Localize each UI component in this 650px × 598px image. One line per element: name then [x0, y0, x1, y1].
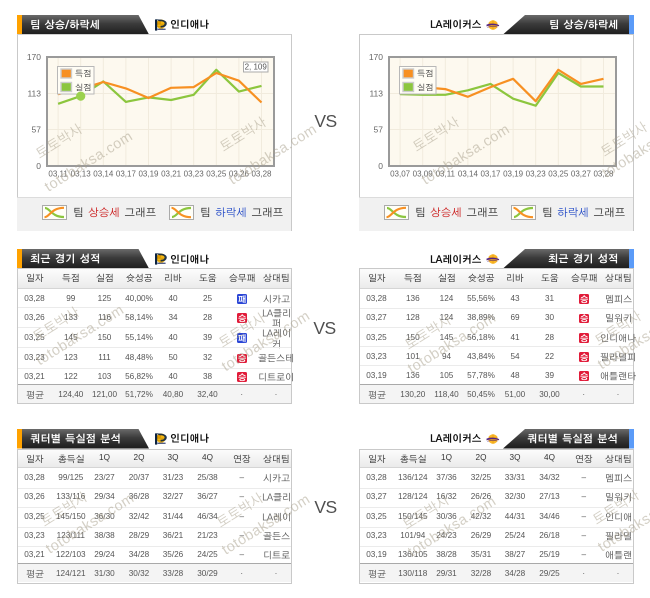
svg-text:03,17: 03,17 [480, 170, 501, 179]
svg-text:03,25: 03,25 [206, 170, 227, 179]
svg-text:03,11: 03,11 [48, 170, 68, 179]
svg-text:03,19: 03,19 [503, 170, 524, 179]
svg-text:03,14: 03,14 [93, 170, 114, 179]
svg-text:03,13: 03,13 [71, 170, 92, 179]
svg-text:03,17: 03,17 [116, 170, 137, 179]
svg-text:2, 109: 2, 109 [245, 63, 268, 72]
svg-text:03,07: 03,07 [390, 170, 411, 179]
svg-text:03,28: 03,28 [251, 170, 272, 179]
svg-text:0: 0 [36, 161, 41, 171]
svg-text:03,14: 03,14 [458, 170, 479, 179]
svg-text:03,21: 03,21 [161, 170, 182, 179]
svg-text:03,25: 03,25 [548, 170, 569, 179]
svg-text:113: 113 [369, 89, 383, 99]
svg-text:03,19: 03,19 [138, 170, 159, 179]
svg-text:170: 170 [369, 52, 383, 62]
svg-text:57: 57 [374, 125, 384, 135]
svg-text:03,11: 03,11 [436, 170, 456, 179]
svg-text:03,23: 03,23 [526, 170, 547, 179]
svg-text:170: 170 [27, 52, 41, 62]
svg-text:03,27: 03,27 [571, 170, 592, 179]
svg-text:03,28: 03,28 [593, 170, 614, 179]
svg-text:0: 0 [378, 161, 383, 171]
svg-text:57: 57 [32, 125, 42, 135]
svg-text:03,26: 03,26 [229, 170, 250, 179]
svg-text:113: 113 [27, 89, 41, 99]
svg-text:03,09: 03,09 [413, 170, 434, 179]
svg-text:03,23: 03,23 [184, 170, 205, 179]
